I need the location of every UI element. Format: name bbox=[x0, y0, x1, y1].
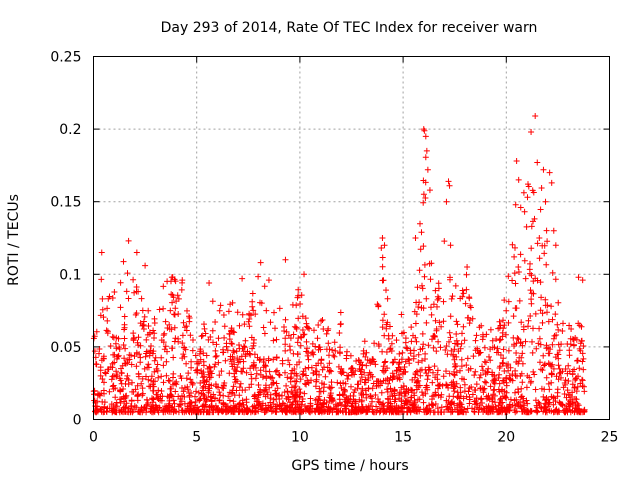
data-point bbox=[540, 166, 547, 173]
data-point bbox=[464, 264, 471, 271]
data-points bbox=[90, 113, 588, 416]
data-point bbox=[206, 280, 213, 287]
plot-frame bbox=[93, 56, 610, 420]
y-axis-label: ROTI / TECUs bbox=[6, 194, 22, 286]
data-point bbox=[443, 198, 450, 205]
data-point bbox=[426, 187, 433, 194]
x-tick-label: 20 bbox=[497, 430, 515, 446]
y-tick-labels: 0 0.05 0.1 0.15 0.2 0.25 bbox=[50, 50, 81, 429]
data-point bbox=[534, 159, 541, 166]
data-point bbox=[282, 256, 289, 263]
data-point bbox=[424, 166, 431, 173]
chart-title: Day 293 of 2014, Rate Of TEC Index for r… bbox=[161, 20, 538, 36]
axis-ticks bbox=[93, 56, 610, 420]
data-point bbox=[445, 178, 452, 185]
x-tick-label: 5 bbox=[192, 430, 201, 446]
data-point bbox=[420, 126, 427, 133]
data-point-cloud bbox=[90, 127, 588, 416]
data-point bbox=[133, 249, 140, 256]
y-tick-label: 0.2 bbox=[59, 122, 81, 138]
data-point bbox=[179, 277, 186, 284]
data-point bbox=[142, 262, 149, 269]
data-point bbox=[552, 242, 559, 249]
y-tick-label: 0.25 bbox=[50, 50, 81, 66]
data-point bbox=[550, 227, 557, 234]
data-point bbox=[422, 133, 429, 140]
grid bbox=[93, 56, 610, 420]
x-tick-label: 15 bbox=[394, 430, 412, 446]
data-point bbox=[575, 274, 582, 281]
y-tick-label: 0.05 bbox=[50, 340, 81, 356]
x-tick-label: 10 bbox=[291, 430, 309, 446]
x-tick-labels: 0 5 10 15 20 25 bbox=[89, 430, 618, 446]
data-point bbox=[239, 275, 246, 282]
data-point bbox=[301, 271, 308, 278]
data-point bbox=[423, 147, 430, 154]
data-point bbox=[546, 169, 553, 176]
data-point bbox=[528, 129, 535, 136]
data-point bbox=[125, 237, 132, 244]
data-point bbox=[536, 235, 543, 241]
data-point bbox=[381, 242, 388, 249]
data-point bbox=[257, 259, 264, 266]
x-tick-label: 25 bbox=[601, 430, 619, 446]
x-tick-label: 0 bbox=[89, 430, 98, 446]
y-tick-label: 0.1 bbox=[59, 267, 81, 283]
y-tick-label: 0.15 bbox=[50, 195, 81, 211]
data-point bbox=[446, 182, 453, 189]
y-tick-label: 0 bbox=[73, 413, 82, 429]
data-point bbox=[265, 277, 272, 284]
data-point bbox=[168, 274, 175, 281]
data-point bbox=[542, 198, 549, 205]
data-point bbox=[98, 249, 105, 256]
data-point bbox=[532, 113, 539, 120]
data-point bbox=[515, 176, 522, 183]
x-axis-label: GPS time / hours bbox=[291, 458, 408, 474]
data-point bbox=[447, 242, 454, 249]
data-point bbox=[579, 277, 586, 284]
data-point bbox=[379, 235, 386, 241]
data-point bbox=[513, 158, 520, 165]
data-point bbox=[412, 235, 419, 241]
data-point bbox=[548, 179, 555, 186]
data-point bbox=[517, 204, 524, 211]
